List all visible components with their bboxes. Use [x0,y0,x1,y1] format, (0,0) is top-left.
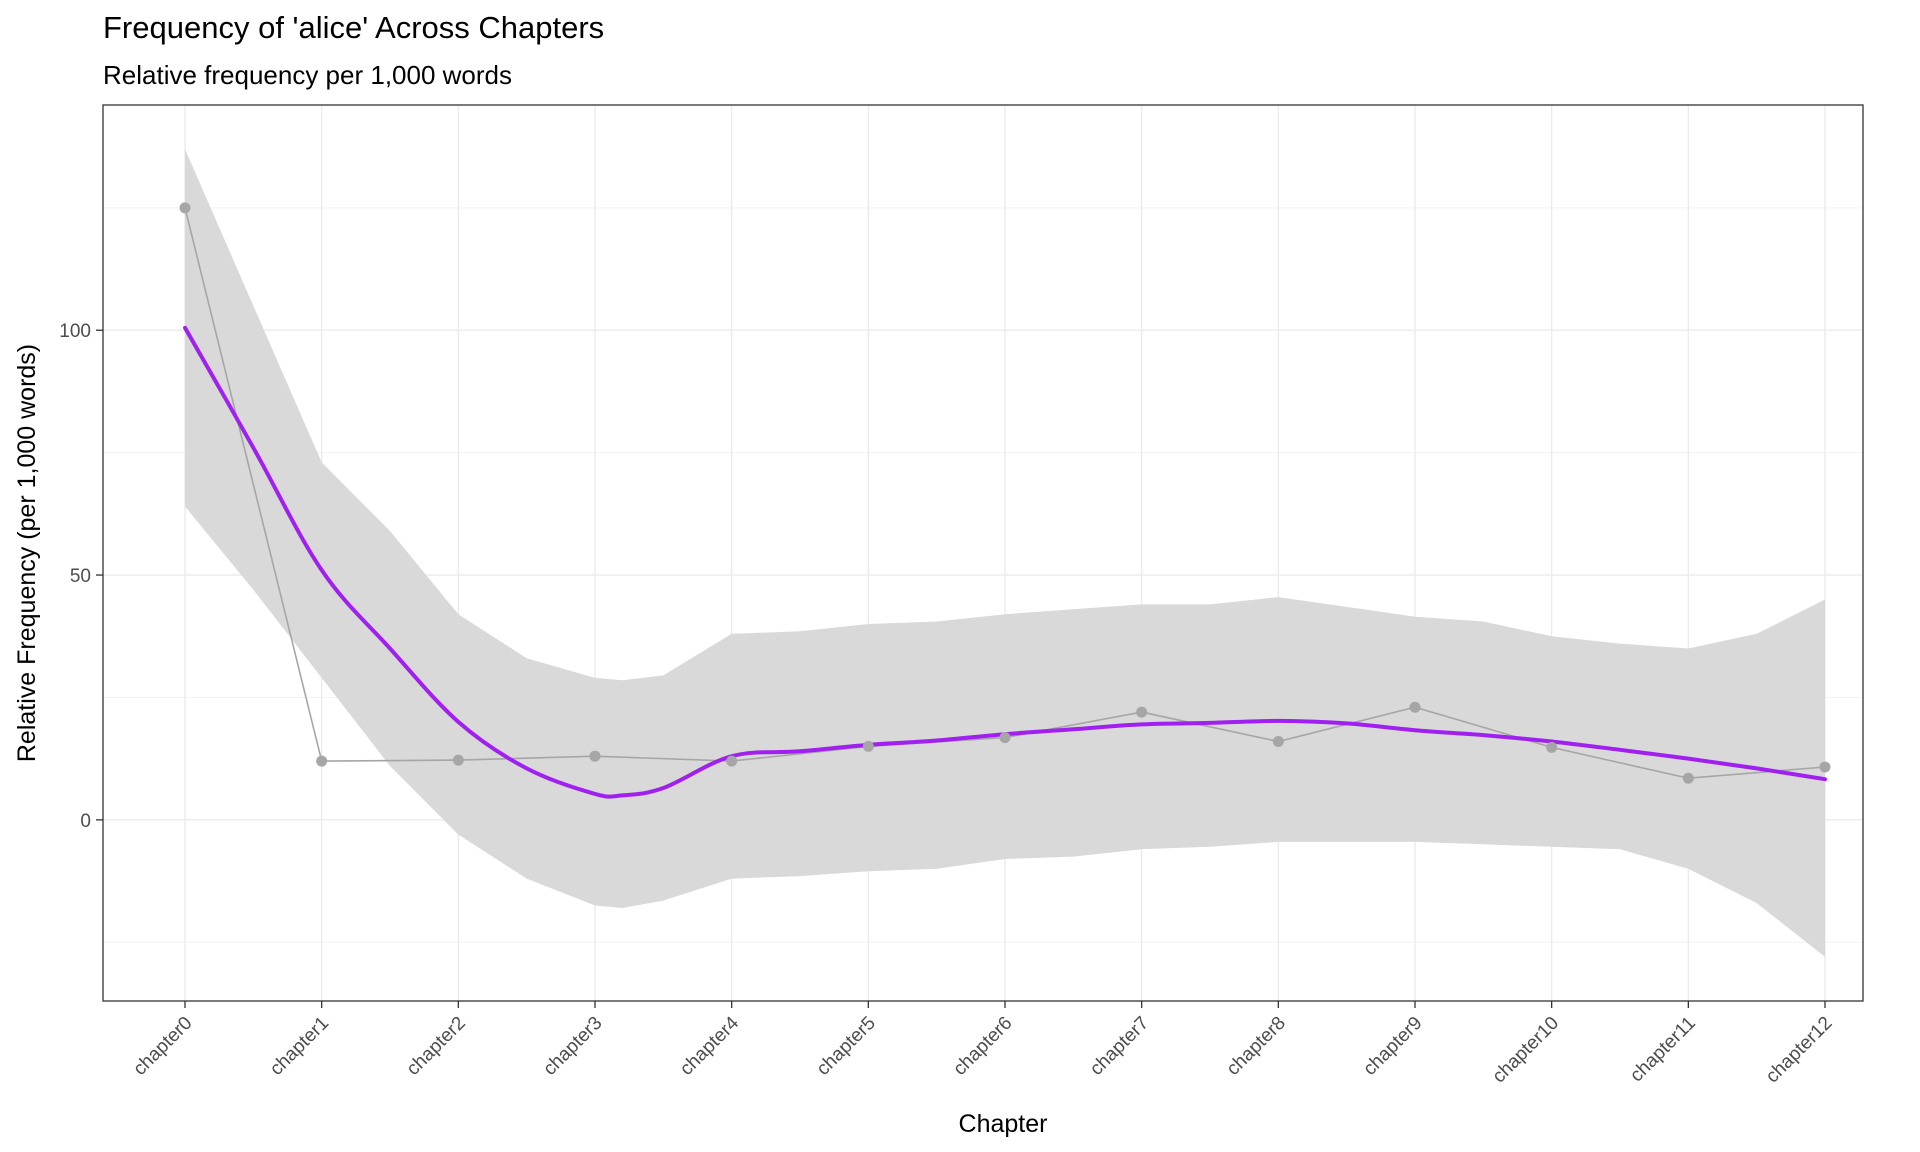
x-tick-label-chapter4: chapter4 [676,1012,743,1079]
x-axis-title: Chapter [959,1110,1048,1138]
x-tick-label-chapter11: chapter11 [1626,1013,1700,1087]
y-axis-title: Relative Frequency (per 1,000 words) [13,344,41,762]
data-point-chapter12 [1819,761,1831,773]
x-tick-label-chapter3: chapter3 [539,1013,606,1080]
x-tick-label-chapter12: chapter12 [1762,1013,1837,1088]
data-point-chapter2 [452,754,464,766]
data-points [179,202,1831,784]
y-tick-label: 0 [80,811,91,832]
data-point-chapter6 [999,732,1011,744]
x-tick-label-chapter1: chapter1 [266,1013,333,1080]
data-point-chapter10 [1546,741,1558,753]
y-tick-label: 50 [70,566,91,587]
data-point-chapter11 [1682,772,1694,784]
smooth-line [183,325,1827,799]
x-axis: chapter0 chapter1 chapter2 chapter3 chapter4… [129,1001,1837,1088]
plot-border [102,104,1864,1002]
y-tick-label: 100 [59,321,91,342]
data-point-chapter1 [316,755,328,767]
x-tick-label-chapter9: chapter9 [1359,1013,1426,1080]
chart-title: Frequency of 'alice' Across Chapters [103,10,605,45]
x-tick-label-chapter0: chapter0 [129,1013,196,1080]
x-tick-label-chapter2: chapter2 [403,1013,470,1080]
data-point-chapter0 [179,202,191,214]
data-point-chapter4 [726,755,738,767]
y-axis: 0 50 100 [59,321,103,832]
chart-subtitle: Relative frequency per 1,000 words [103,60,513,90]
x-tick-label-chapter10: chapter10 [1489,1013,1564,1088]
x-tick-label-chapter5: chapter5 [813,1013,880,1080]
x-tick-label-chapter6: chapter6 [949,1013,1016,1080]
x-tick-label-chapter8: chapter8 [1223,1013,1290,1080]
smooth-line-layer [183,325,1827,799]
data-point-chapter5 [862,740,874,752]
data-point-chapter8 [1272,736,1284,748]
x-tick-label-chapter7: chapter7 [1086,1013,1153,1080]
data-point-chapter9 [1409,701,1421,713]
data-point-chapter3 [589,750,601,762]
data-point-chapter7 [1136,706,1148,718]
